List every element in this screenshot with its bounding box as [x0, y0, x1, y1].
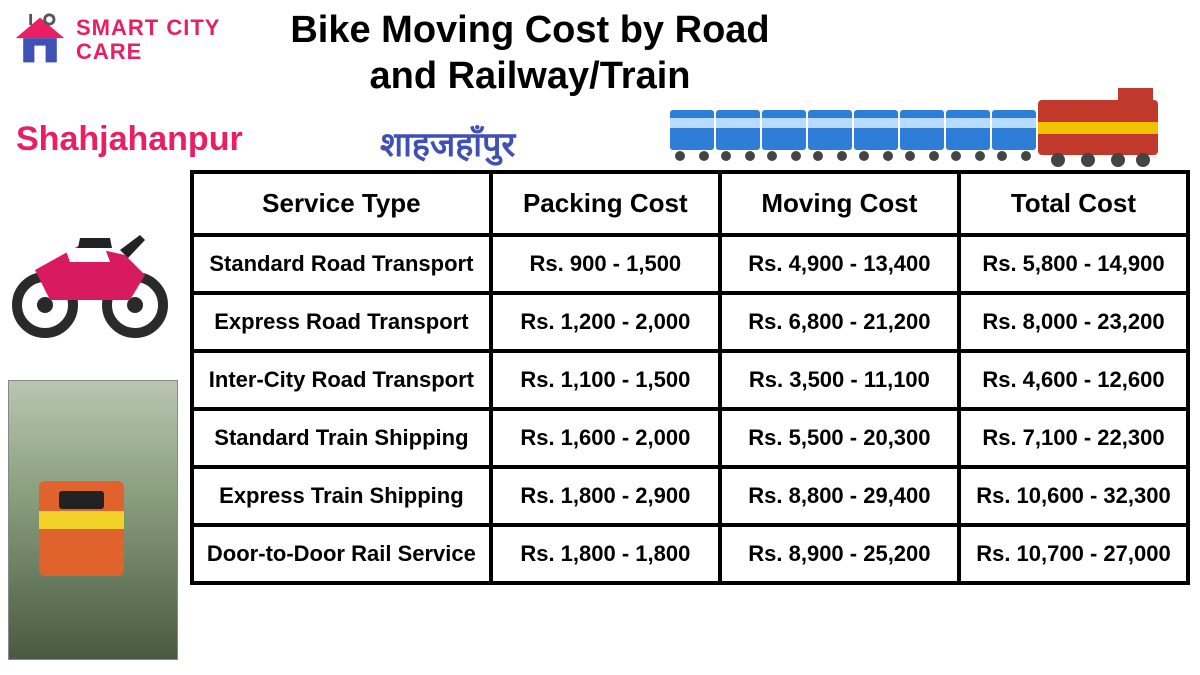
service-cell: Express Train Shipping	[192, 467, 491, 525]
cost-cell: Rs. 1,800 - 1,800	[491, 525, 720, 583]
cost-cell: Rs. 900 - 1,500	[491, 235, 720, 293]
service-cell: Standard Train Shipping	[192, 409, 491, 467]
cost-cell: Rs. 10,600 - 32,300	[959, 467, 1188, 525]
service-cell: Standard Road Transport	[192, 235, 491, 293]
cost-cell: Rs. 8,000 - 23,200	[959, 293, 1188, 351]
cost-cell: Rs. 6,800 - 21,200	[720, 293, 959, 351]
cost-cell: Rs. 8,800 - 29,400	[720, 467, 959, 525]
table-row: Inter-City Road TransportRs. 1,100 - 1,5…	[192, 351, 1188, 409]
cost-cell: Rs. 5,500 - 20,300	[720, 409, 959, 467]
cost-cell: Rs. 4,600 - 12,600	[959, 351, 1188, 409]
cost-cell: Rs. 1,600 - 2,000	[491, 409, 720, 467]
cost-cell: Rs. 3,500 - 11,100	[720, 351, 959, 409]
city-name-hindi: शाहजहाँपुर	[380, 120, 515, 166]
cost-cell: Rs. 1,800 - 2,900	[491, 467, 720, 525]
service-cell: Express Road Transport	[192, 293, 491, 351]
train-illustration	[670, 80, 1190, 175]
cost-cell: Rs. 1,200 - 2,000	[491, 293, 720, 351]
cost-cell: Rs. 7,100 - 22,300	[959, 409, 1188, 467]
service-cell: Door-to-Door Rail Service	[192, 525, 491, 583]
service-cell: Inter-City Road Transport	[192, 351, 491, 409]
col-header: Packing Cost	[491, 172, 720, 235]
logo-line2: CARE	[76, 40, 220, 64]
house-icon	[12, 12, 68, 68]
cost-cell: Rs. 1,100 - 1,500	[491, 351, 720, 409]
table-row: Standard Train ShippingRs. 1,600 - 2,000…	[192, 409, 1188, 467]
cost-cell: Rs. 4,900 - 13,400	[720, 235, 959, 293]
table-row: Express Train ShippingRs. 1,800 - 2,900R…	[192, 467, 1188, 525]
train-photo	[8, 380, 178, 660]
table-row: Door-to-Door Rail ServiceRs. 1,800 - 1,8…	[192, 525, 1188, 583]
table-row: Express Road TransportRs. 1,200 - 2,000R…	[192, 293, 1188, 351]
table-row: Standard Road TransportRs. 900 - 1,500Rs…	[192, 235, 1188, 293]
cost-cell: Rs. 5,800 - 14,900	[959, 235, 1188, 293]
logo-line1: SMART CITY	[76, 16, 220, 40]
brand-logo: SMART CITY CARE	[12, 12, 220, 68]
cost-cell: Rs. 8,900 - 25,200	[720, 525, 959, 583]
col-header: Total Cost	[959, 172, 1188, 235]
col-header: Service Type	[192, 172, 491, 235]
cost-table: Service TypePacking CostMoving CostTotal…	[190, 170, 1190, 585]
city-name-english: Shahjahanpur	[16, 120, 243, 159]
col-header: Moving Cost	[720, 172, 959, 235]
cost-cell: Rs. 10,700 - 27,000	[959, 525, 1188, 583]
motorbike-icon	[10, 200, 170, 340]
